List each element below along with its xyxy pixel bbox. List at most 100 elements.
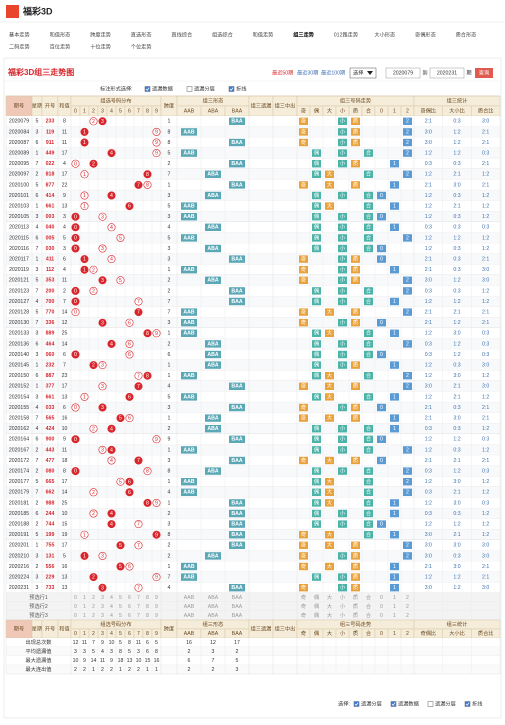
- preselect-trend[interactable]: 质: [353, 593, 358, 601]
- preselect-digit[interactable]: 6: [128, 604, 131, 610]
- preselect-form[interactable]: BAA: [232, 595, 243, 601]
- preselect-trend[interactable]: 大: [327, 611, 332, 619]
- period-select[interactable]: [349, 67, 377, 79]
- preselect-trend[interactable]: 1: [393, 613, 396, 619]
- preselect-digit[interactable]: 2: [92, 604, 95, 610]
- preselect-digit[interactable]: 3: [101, 595, 104, 601]
- preselect-form[interactable]: BAA: [232, 613, 243, 619]
- preselect-form[interactable]: AAB: [184, 595, 195, 601]
- preselect-form[interactable]: AAB: [184, 613, 195, 619]
- preselect-digit[interactable]: 4: [110, 595, 113, 601]
- recent-link[interactable]: 最近50期: [272, 68, 293, 76]
- checkbox[interactable]: [427, 701, 434, 707]
- preselect-trend[interactable]: 2: [406, 613, 409, 619]
- checkbox[interactable]: [144, 86, 151, 92]
- preselect-trend[interactable]: 合: [366, 611, 372, 619]
- preselect-digit[interactable]: 2: [92, 595, 95, 601]
- nav-link[interactable]: 组选综合: [212, 30, 234, 38]
- preselect-form[interactable]: ABA: [208, 604, 219, 610]
- nav-link[interactable]: 012路走势: [334, 30, 358, 38]
- preselect-trend[interactable]: 质: [353, 611, 358, 619]
- preselect-digit[interactable]: 5: [119, 595, 122, 601]
- preselect-trend[interactable]: 小: [340, 593, 346, 601]
- nav-link[interactable]: 和值走势: [253, 30, 274, 38]
- preselect-digit[interactable]: 0: [74, 604, 77, 610]
- preselect-trend[interactable]: 合: [366, 602, 372, 610]
- preselect-digit[interactable]: 9: [155, 595, 158, 601]
- footer-option[interactable]: 遗漏分层: [361, 699, 382, 707]
- preselect-trend[interactable]: 0: [380, 595, 383, 601]
- preselect-trend[interactable]: 小: [340, 602, 346, 610]
- preselect-digit[interactable]: 8: [146, 604, 149, 610]
- preselect-trend[interactable]: 奇: [301, 611, 306, 619]
- checkbox[interactable]: [228, 86, 235, 92]
- preselect-trend[interactable]: 0: [380, 604, 383, 610]
- to-input[interactable]: [429, 67, 465, 79]
- nav-link[interactable]: 奇偶形态: [415, 30, 436, 38]
- preselect-digit[interactable]: 7: [137, 613, 140, 619]
- preselect-digit[interactable]: 7: [137, 604, 140, 610]
- preselect-digit[interactable]: 8: [146, 595, 149, 601]
- recent-link[interactable]: 最近100期: [321, 68, 345, 76]
- nav-link[interactable]: 基本走势: [9, 30, 30, 38]
- preselect-form[interactable]: ABA: [208, 613, 219, 619]
- preselect-trend[interactable]: 奇: [301, 602, 306, 610]
- preselect-digit[interactable]: 2: [92, 613, 95, 619]
- preselect-trend[interactable]: 奇: [301, 593, 306, 601]
- option-text[interactable]: 遗漏数据: [152, 84, 173, 92]
- nav-link[interactable]: 和值形态: [50, 30, 71, 38]
- preselect-digit[interactable]: 4: [110, 604, 113, 610]
- preselect-trend[interactable]: 偶: [314, 593, 319, 601]
- footer-option[interactable]: 遗漏分层: [435, 699, 456, 707]
- preselect-digit[interactable]: 9: [155, 604, 158, 610]
- preselect-trend[interactable]: 偶: [314, 611, 319, 619]
- preselect-digit[interactable]: 4: [110, 613, 113, 619]
- preselect-digit[interactable]: 3: [101, 604, 104, 610]
- checkbox[interactable]: [464, 701, 471, 707]
- option-text[interactable]: 遗漏分层: [194, 84, 215, 92]
- query-button[interactable]: [475, 68, 493, 78]
- preselect-trend[interactable]: 2: [406, 595, 409, 601]
- option-text[interactable]: 折线: [236, 84, 246, 92]
- preselect-digit[interactable]: 0: [74, 613, 77, 619]
- preselect-trend[interactable]: 1: [393, 604, 396, 610]
- preselect-digit[interactable]: 6: [128, 595, 131, 601]
- nav-link[interactable]: 二码走势: [9, 42, 30, 50]
- nav-link[interactable]: 组三走势: [293, 30, 315, 38]
- checkbox[interactable]: [390, 701, 397, 707]
- checkbox[interactable]: [353, 701, 360, 707]
- preselect-digit[interactable]: 5: [119, 613, 122, 619]
- footer-option[interactable]: 折线: [472, 699, 482, 707]
- from-input[interactable]: [385, 67, 421, 79]
- preselect-form[interactable]: ABA: [208, 595, 219, 601]
- preselect-trend[interactable]: 小: [340, 611, 346, 619]
- recent-link[interactable]: 最近30期: [297, 68, 318, 76]
- nav-link[interactable]: 个位走势: [131, 42, 152, 50]
- preselect-digit[interactable]: 8: [146, 613, 149, 619]
- nav-link[interactable]: 十位走势: [90, 42, 111, 50]
- preselect-digit[interactable]: 1: [83, 595, 86, 601]
- preselect-digit[interactable]: 9: [155, 613, 158, 619]
- preselect-trend[interactable]: 质: [353, 602, 358, 610]
- preselect-form[interactable]: BAA: [232, 604, 243, 610]
- nav-link[interactable]: 质合形态: [456, 30, 477, 38]
- preselect-digit[interactable]: 0: [74, 595, 77, 601]
- preselect-digit[interactable]: 6: [128, 613, 131, 619]
- preselect-digit[interactable]: 7: [137, 595, 140, 601]
- nav-link[interactable]: 直选形态: [131, 30, 152, 38]
- nav-link[interactable]: 跨度走势: [90, 30, 111, 38]
- preselect-trend[interactable]: 合: [366, 593, 372, 601]
- preselect-digit[interactable]: 5: [119, 604, 122, 610]
- preselect-digit[interactable]: 1: [83, 604, 86, 610]
- nav-link[interactable]: 直线综合: [171, 30, 193, 38]
- checkbox[interactable]: [186, 86, 193, 92]
- preselect-trend[interactable]: 1: [393, 595, 396, 601]
- preselect-form[interactable]: AAB: [184, 604, 195, 610]
- nav-link[interactable]: 百位走势: [50, 42, 71, 50]
- preselect-trend[interactable]: 大: [327, 593, 332, 601]
- nav-link[interactable]: 大小形态: [374, 30, 395, 38]
- preselect-digit[interactable]: 1: [83, 613, 86, 619]
- preselect-trend[interactable]: 偶: [314, 602, 319, 610]
- preselect-trend[interactable]: 2: [406, 604, 409, 610]
- preselect-digit[interactable]: 3: [101, 613, 104, 619]
